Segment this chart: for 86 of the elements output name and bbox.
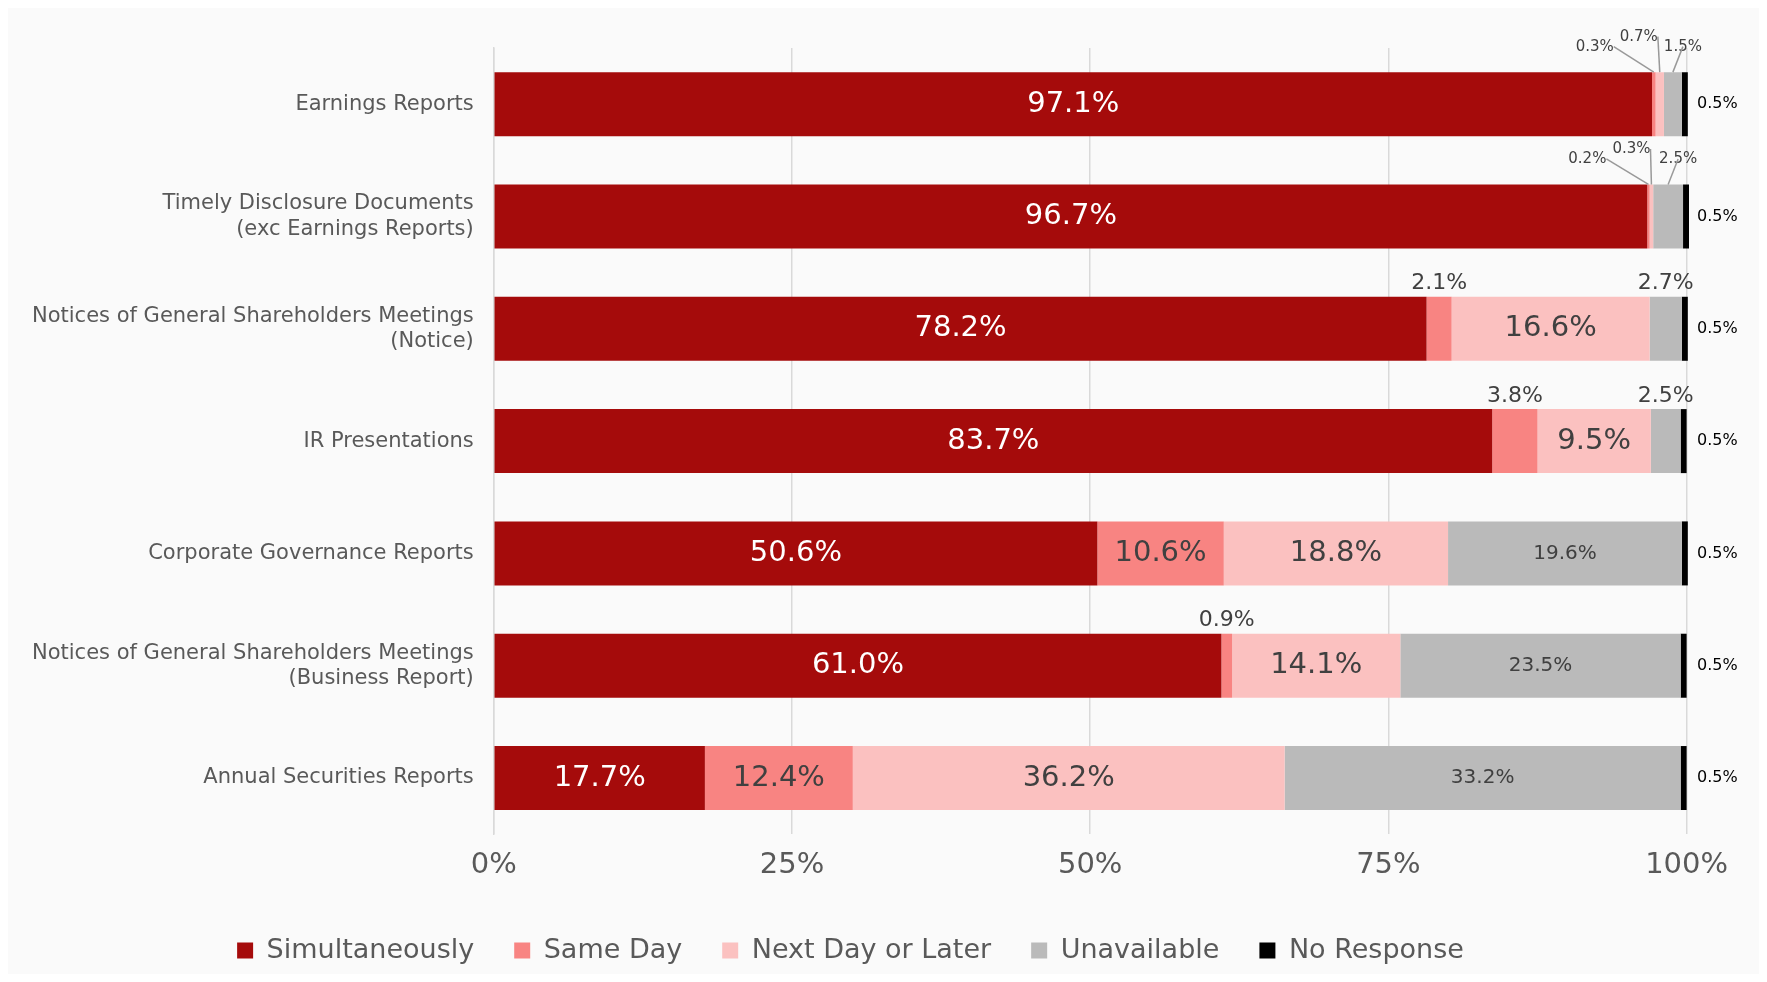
- data-label: 36.2%: [1022, 758, 1115, 793]
- bar: [1097, 521, 1224, 586]
- bar: [494, 746, 705, 811]
- y-tick-label: Earnings Reports: [295, 90, 474, 115]
- bar: [494, 409, 1493, 474]
- data-label: 18.8%: [1289, 533, 1382, 568]
- bar: [494, 633, 1222, 698]
- bar: [1680, 409, 1687, 474]
- legend-label: Simultaneously: [266, 932, 475, 964]
- data-label: 10.6%: [1114, 533, 1207, 568]
- data-label: 61.0%: [811, 646, 905, 681]
- bar: [494, 72, 1653, 137]
- bar: [1652, 72, 1656, 137]
- data-label: 78.2%: [914, 309, 1007, 344]
- data-label: 16.6%: [1504, 309, 1597, 344]
- data-label: 3.8%: [1486, 381, 1543, 407]
- data-label: 0.5%: [1697, 542, 1738, 562]
- legend-label: Unavailable: [1060, 932, 1220, 964]
- data-label: 14.1%: [1270, 646, 1363, 681]
- x-tick-label: 25%: [759, 846, 825, 881]
- data-label: 0.5%: [1697, 93, 1738, 113]
- y-tick-label: IR Presentations: [303, 427, 474, 452]
- bar: [494, 521, 1098, 586]
- data-label: 0.5%: [1697, 317, 1738, 337]
- data-label: 0.5%: [1697, 767, 1738, 787]
- x-tick-label: 50%: [1057, 846, 1123, 881]
- data-label: 0.9%: [1198, 606, 1255, 632]
- y-tick-label: Corporate Governance Reports: [148, 539, 474, 564]
- legend-label: Same Day: [543, 932, 683, 964]
- bar: [1492, 409, 1538, 474]
- x-tick-label: 100%: [1645, 846, 1729, 881]
- y-tick-label: Timely Disclosure Documents (exc Earnings Reports): [161, 190, 474, 240]
- data-label: 0.3%: [1575, 36, 1614, 55]
- bar: [704, 746, 853, 811]
- legend-label: No Response: [1288, 932, 1464, 964]
- data-label: 1.5%: [1663, 36, 1702, 55]
- data-label: 33.2%: [1450, 764, 1515, 789]
- data-label: 0.3%: [1612, 138, 1651, 157]
- bar: [1451, 296, 1650, 361]
- bar: [1653, 184, 1684, 249]
- data-label: 96.7%: [1024, 197, 1117, 231]
- y-tick-label: Notices of General Shareholders Meetings (Business Report): [31, 639, 474, 689]
- data-label: 97.1%: [1027, 84, 1120, 119]
- bar: [1537, 409, 1651, 474]
- data-label: 23.5%: [1508, 651, 1573, 676]
- data-label: 12.4%: [732, 758, 825, 793]
- bar: [1650, 409, 1681, 474]
- bar: [1223, 521, 1449, 586]
- bar: [1680, 633, 1687, 698]
- bar: [1284, 746, 1681, 811]
- bar: [494, 296, 1427, 361]
- bar: [1680, 746, 1687, 811]
- data-label: 83.7%: [947, 421, 1040, 456]
- bar: [1232, 633, 1401, 698]
- data-label: 2.1%: [1411, 269, 1468, 295]
- bar: [1448, 521, 1682, 586]
- data-label: 50.6%: [749, 533, 842, 568]
- bar: [1681, 296, 1688, 361]
- x-tick-label: 0%: [470, 846, 517, 881]
- bar: [1681, 521, 1688, 586]
- data-label: 2.7%: [1637, 269, 1694, 295]
- y-tick-label: Notices of General Shareholders Meetings (Notice): [31, 302, 474, 352]
- bar: [1663, 72, 1682, 137]
- data-label: 0.2%: [1568, 148, 1607, 167]
- bar: [1649, 296, 1682, 361]
- data-label: 2.5%: [1637, 381, 1694, 407]
- bar: [1683, 184, 1689, 249]
- data-label: 0.5%: [1697, 430, 1738, 450]
- bar: [1655, 72, 1664, 137]
- data-label: 0.5%: [1697, 205, 1738, 225]
- y-tick-label: Annual Securities Reports: [203, 764, 474, 789]
- data-label: 2.5%: [1659, 148, 1698, 167]
- data-label: 0.7%: [1619, 26, 1658, 45]
- bar: [1400, 633, 1681, 698]
- bar: [1647, 184, 1650, 249]
- bar: [494, 184, 1648, 249]
- bar: [852, 746, 1285, 811]
- bar: [1681, 72, 1688, 137]
- x-tick-label: 75%: [1356, 846, 1421, 881]
- data-label: 9.5%: [1557, 421, 1632, 456]
- data-label: 17.7%: [553, 758, 646, 793]
- data-label: 19.6%: [1533, 539, 1597, 564]
- data-label: 0.5%: [1697, 654, 1738, 674]
- legend-label: Next Day or Later: [751, 932, 993, 964]
- bar: [1221, 633, 1233, 698]
- bar: [1426, 296, 1452, 361]
